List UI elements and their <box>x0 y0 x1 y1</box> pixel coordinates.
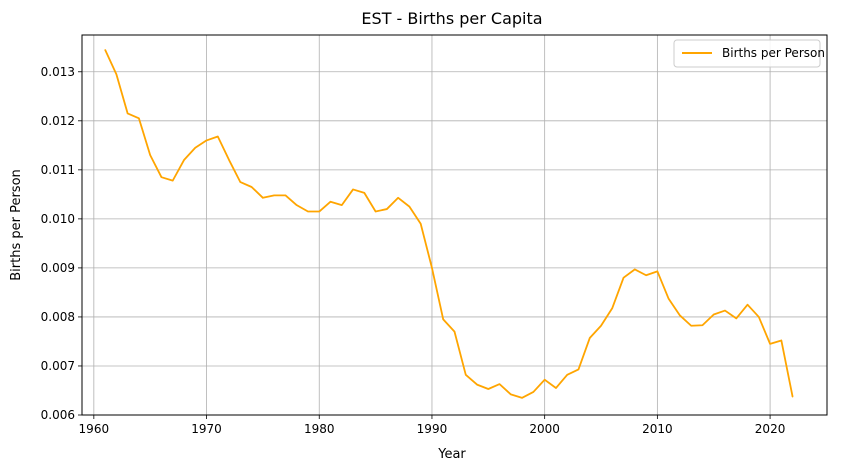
chart-title: EST - Births per Capita <box>361 9 542 28</box>
series-points <box>104 49 794 399</box>
y-tick-label: 0.010 <box>41 212 75 226</box>
data-point <box>566 374 568 376</box>
data-point <box>160 176 163 178</box>
data-point <box>758 316 760 318</box>
y-tick-label: 0.013 <box>41 65 75 79</box>
data-point <box>115 73 117 75</box>
data-point <box>453 331 456 333</box>
grid <box>82 35 827 416</box>
series-line-births-per-person <box>104 49 794 399</box>
data-point <box>555 387 557 389</box>
x-tick-label: 1960 <box>79 422 110 436</box>
data-point <box>600 325 602 327</box>
data-point <box>104 49 106 51</box>
x-axis-label: Year <box>437 447 466 462</box>
data-point <box>138 117 140 119</box>
data-point <box>780 339 782 342</box>
data-point <box>172 180 174 182</box>
data-point <box>341 204 343 206</box>
data-point <box>476 384 478 386</box>
data-point <box>701 324 704 326</box>
data-point <box>183 159 185 161</box>
y-axis: 0.006 0.007 0.008 0.009 0.010 0.011 0.012 0.013 <box>41 65 82 422</box>
data-point <box>735 317 737 320</box>
data-point <box>239 181 241 183</box>
x-tick-label: 2020 <box>755 422 786 436</box>
y-tick-label: 0.009 <box>41 261 75 275</box>
x-tick-label: 1990 <box>417 422 448 436</box>
series-layer <box>104 49 794 399</box>
legend-label: Births per Person <box>722 46 825 60</box>
data-point <box>679 314 681 317</box>
data-point <box>442 318 444 320</box>
data-point <box>205 139 208 142</box>
data-point <box>544 379 546 381</box>
data-point <box>228 159 230 161</box>
data-point <box>792 396 794 398</box>
data-point <box>307 210 309 213</box>
legend: Births per Person <box>673 39 825 68</box>
data-point <box>363 192 365 194</box>
data-point <box>589 337 591 339</box>
data-point <box>318 210 320 213</box>
data-point <box>262 197 264 199</box>
data-point <box>521 397 523 399</box>
data-point <box>645 274 647 276</box>
y-axis-label: Births per Person <box>9 169 24 281</box>
data-point <box>329 201 332 203</box>
data-point <box>284 194 287 196</box>
data-point <box>251 186 253 188</box>
data-point <box>149 154 151 156</box>
data-point <box>668 298 670 300</box>
data-point <box>273 194 275 196</box>
y-tick-label: 0.012 <box>41 114 75 128</box>
data-point <box>194 147 196 149</box>
y-tick-label: 0.006 <box>41 408 75 422</box>
data-point <box>690 325 692 327</box>
data-point <box>510 393 512 396</box>
legend-box <box>673 39 821 68</box>
data-point <box>746 304 749 306</box>
plot-frame <box>81 34 828 416</box>
data-point <box>375 210 377 213</box>
data-point <box>611 307 613 309</box>
data-point <box>420 223 422 225</box>
x-tick-label: 1980 <box>304 422 335 436</box>
x-tick-label: 2000 <box>529 422 560 436</box>
x-tick-label: 2010 <box>642 422 673 436</box>
data-point <box>431 267 433 269</box>
data-point <box>386 208 388 210</box>
data-point <box>769 343 771 345</box>
x-axis: 1960 1970 1980 1990 2000 2010 2020 <box>79 415 786 436</box>
data-point <box>532 391 535 393</box>
data-point <box>465 374 467 376</box>
y-tick-label: 0.011 <box>41 163 75 177</box>
x-tick-label: 1970 <box>191 422 222 436</box>
data-point <box>656 270 658 272</box>
data-point <box>352 188 354 191</box>
data-point <box>217 135 219 138</box>
data-point <box>498 383 501 385</box>
data-point <box>397 197 399 199</box>
data-point <box>408 206 411 208</box>
data-point <box>127 112 129 115</box>
data-point <box>724 309 726 312</box>
data-point <box>622 277 625 279</box>
y-tick-label: 0.008 <box>41 310 75 324</box>
data-point <box>487 388 489 390</box>
data-point <box>634 268 636 270</box>
data-point <box>577 368 580 370</box>
y-tick-label: 0.007 <box>41 359 75 373</box>
data-point <box>713 313 715 316</box>
data-point <box>296 204 298 206</box>
